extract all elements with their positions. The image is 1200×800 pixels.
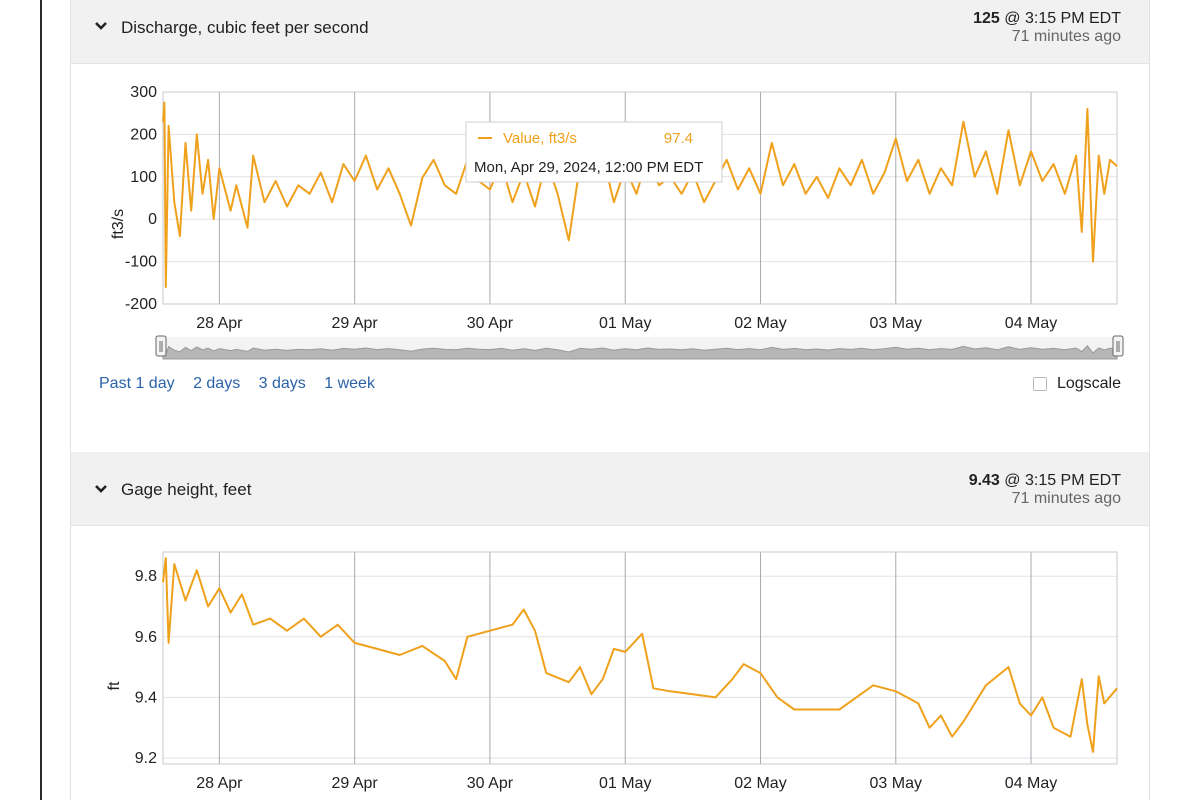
y-tick-label: 9.4 [135, 689, 157, 706]
range-3-days-link[interactable]: 3 days [258, 375, 306, 392]
panel-title: Discharge, cubic feet per second [121, 18, 369, 37]
latest-reading: 125 @ 3:15 PM EDT 71 minutes ago [973, 10, 1121, 46]
plot-border [162, 91, 1118, 305]
x-tick-label: 29 Apr [332, 315, 379, 332]
reading-age: 71 minutes ago [1011, 490, 1121, 507]
panel-title: Gage height, feet [121, 480, 252, 499]
chevron-down-icon[interactable] [95, 21, 107, 31]
x-tick-label: 04 May [1005, 775, 1057, 792]
logscale-label: Logscale [1056, 375, 1121, 392]
range-navigator[interactable] [155, 335, 1124, 360]
chart-tooltip: Value, ft3/s 97.4 Mon, Apr 29, 2024, 12:… [465, 121, 723, 183]
discharge-chart[interactable]: 300 200 100 0 -100 -200 28 Apr 29 Apr 30 Apr 01 … [71, 64, 1151, 364]
y-tick-label: 300 [130, 84, 157, 101]
y-tick-label: 9.2 [135, 750, 157, 767]
logscale-checkbox[interactable] [1032, 377, 1047, 391]
latest-reading: 9.43 @ 3:15 PM EDT 71 minutes ago [969, 472, 1121, 508]
reading-age: 71 minutes ago [1011, 28, 1121, 45]
tooltip-series-name: Value, ft3/s [503, 130, 577, 147]
tooltip-value: 97.4 [664, 130, 693, 147]
discharge-panel-header[interactable]: Discharge, cubic feet per second 125 @ 3… [71, 0, 1149, 64]
y-axis-label: ft3/s [110, 209, 127, 239]
x-tick-label: 30 Apr [467, 315, 514, 332]
latest-time: @ 3:15 PM EDT [1004, 472, 1121, 489]
navigator-series-area [162, 344, 1118, 360]
discharge-series-line [162, 101, 1118, 288]
gage-height-series-line [162, 557, 1118, 753]
x-tick-label: 29 Apr [332, 775, 379, 792]
range-1-week-link[interactable]: 1 week [324, 375, 375, 392]
x-tick-label: 28 Apr [196, 775, 243, 792]
y-tick-label: -100 [125, 254, 157, 271]
x-tick-label: 02 May [734, 775, 786, 792]
gage-height-panel-header[interactable]: Gage height, feet 9.43 @ 3:15 PM EDT 71 … [71, 452, 1149, 526]
y-tick-label: 0 [148, 211, 157, 228]
y-tick-label: -200 [125, 296, 157, 313]
plot-border [162, 551, 1118, 765]
x-tick-label: 01 May [599, 315, 651, 332]
discharge-panel: Discharge, cubic feet per second 125 @ 3… [70, 0, 1150, 452]
latest-time: @ 3:15 PM EDT [1004, 10, 1121, 27]
x-tick-label: 03 May [870, 775, 922, 792]
y-tick-label: 200 [130, 126, 157, 143]
y-tick-label: 100 [130, 169, 157, 186]
latest-value: 9.43 [968, 472, 1000, 489]
y-tick-label: 9.6 [135, 629, 157, 646]
range-past-1-day-link[interactable]: Past 1 day [99, 375, 175, 392]
x-tick-label: 03 May [870, 315, 922, 332]
tooltip-date: Mon, Apr 29, 2024, 12:00 PM EDT [474, 159, 703, 176]
x-tick-label: 04 May [1005, 315, 1057, 332]
gage-height-chart[interactable]: 9.8 9.6 9.4 9.2 28 Apr 29 Apr 30 Apr 01 May 02 … [71, 526, 1151, 800]
x-tick-label: 02 May [734, 315, 786, 332]
logscale-toggle[interactable]: Logscale [1032, 375, 1121, 393]
navigator-left-handle[interactable] [155, 335, 167, 357]
range-2-days-link[interactable]: 2 days [193, 375, 241, 392]
latest-value: 125 [973, 10, 1000, 27]
x-tick-label: 30 Apr [467, 775, 514, 792]
window-frame-edge [40, 0, 42, 800]
x-tick-label: 01 May [599, 775, 651, 792]
x-tick-label: 28 Apr [196, 315, 243, 332]
navigator-right-handle[interactable] [1112, 335, 1124, 357]
y-axis-label: ft [106, 681, 123, 690]
gage-height-panel: Gage height, feet 9.43 @ 3:15 PM EDT 71 … [70, 452, 1150, 800]
y-tick-label: 9.8 [135, 568, 157, 585]
tooltip-box [465, 121, 723, 183]
chevron-down-icon[interactable] [95, 484, 107, 494]
range-links: Past 1 day 2 days 3 days 1 week [99, 375, 389, 393]
